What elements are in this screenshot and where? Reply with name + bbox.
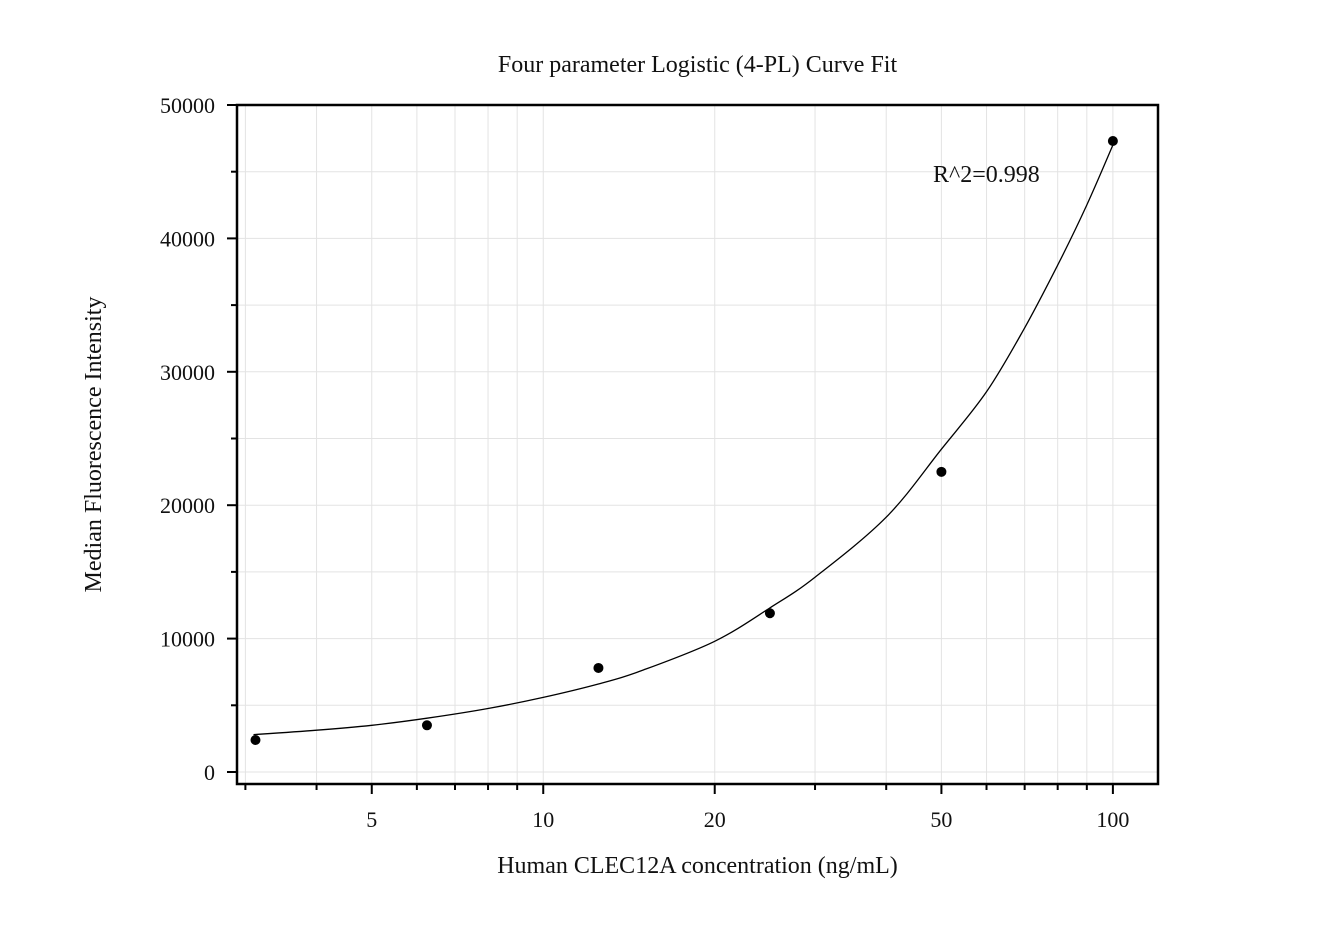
y-axis-title: Median Fluorescence Intensity bbox=[81, 297, 107, 593]
chart-title: Four parameter Logistic (4-PL) Curve Fit bbox=[498, 52, 898, 78]
plot-frame bbox=[235, 103, 1160, 786]
data-point bbox=[1107, 136, 1118, 147]
data-point bbox=[421, 720, 432, 731]
data-point bbox=[936, 466, 947, 477]
y-tick-label: 40000 bbox=[160, 226, 215, 251]
y-tick-label: 20000 bbox=[160, 493, 215, 518]
data-points-layer bbox=[250, 136, 1118, 745]
x-tick-label: 100 bbox=[1096, 807, 1129, 832]
x-tick-label: 50 bbox=[930, 807, 952, 832]
x-tick-label: 5 bbox=[366, 807, 377, 832]
x-tick-label: 10 bbox=[532, 807, 554, 832]
axis-ticks bbox=[227, 104, 1114, 794]
y-tick-label: 30000 bbox=[160, 360, 215, 385]
y-tick-label: 50000 bbox=[160, 93, 215, 118]
data-point bbox=[250, 734, 261, 745]
y-tick-labels: 0 10000 20000 30000 40000 50000 bbox=[160, 93, 215, 785]
x-tick-labels: 5 10 20 50 100 bbox=[366, 807, 1129, 832]
data-point bbox=[593, 662, 604, 673]
y-tick-label: 0 bbox=[204, 760, 215, 785]
y-tick-label: 10000 bbox=[160, 627, 215, 652]
r-squared-annotation: R^2=0.998 bbox=[933, 162, 1040, 188]
x-axis-title: Human CLEC12A concentration (ng/mL) bbox=[497, 853, 898, 879]
x-tick-label: 20 bbox=[704, 807, 726, 832]
gridlines bbox=[237, 104, 1158, 784]
data-point bbox=[764, 608, 775, 619]
